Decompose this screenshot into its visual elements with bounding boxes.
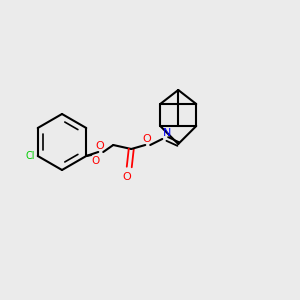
Text: O: O <box>123 172 132 182</box>
Text: Cl: Cl <box>25 151 35 161</box>
Text: O: O <box>143 134 152 144</box>
Text: N: N <box>163 128 172 138</box>
Text: O: O <box>91 156 99 166</box>
Text: O: O <box>96 141 105 151</box>
